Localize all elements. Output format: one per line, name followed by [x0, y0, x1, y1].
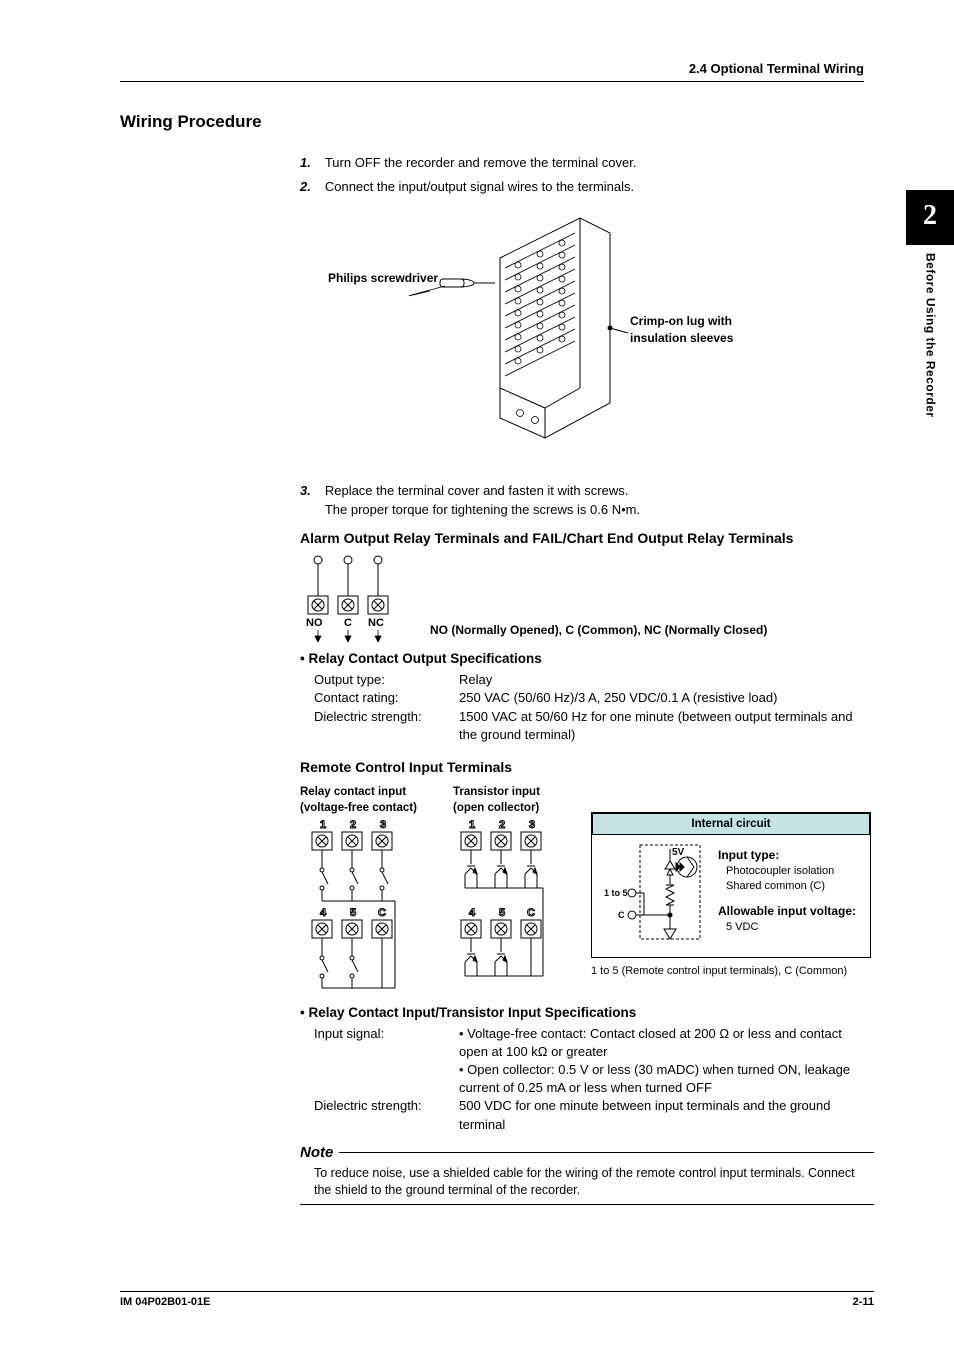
circuit-schematic: 5V 1 to 5: [602, 841, 710, 949]
step-3: 3. Replace the terminal cover and fasten…: [300, 482, 874, 518]
section-header: 2.4 Optional Terminal Wiring: [120, 60, 874, 82]
svg-text:3: 3: [529, 819, 535, 831]
remote-heading: Remote Control Input Terminals: [300, 758, 874, 778]
svg-text:2: 2: [350, 819, 356, 831]
relay-in-table: Input signal: • Voltage-free contact: Co…: [314, 1025, 874, 1134]
step-text: Turn OFF the recorder and remove the ter…: [325, 154, 637, 172]
transistor-column: Transistor input (open collector) 123: [453, 784, 573, 996]
step-1: 1. Turn OFF the recorder and remove the …: [300, 154, 874, 172]
svg-text:NO: NO: [306, 617, 323, 629]
svg-text:2: 2: [499, 819, 505, 831]
svg-text:4: 4: [320, 907, 327, 919]
svg-text:1: 1: [469, 819, 475, 831]
step-number: 2.: [300, 178, 311, 196]
svg-text:C: C: [527, 907, 535, 919]
step-2: 2. Connect the input/output signal wires…: [300, 178, 874, 196]
header-rule: [120, 81, 864, 82]
alarm-caption: NO (Normally Opened), C (Common), NC (No…: [430, 622, 767, 639]
step-text: Replace the terminal cover and fasten it…: [325, 482, 640, 518]
svg-text:1: 1: [320, 819, 326, 831]
step-number: 1.: [300, 154, 311, 172]
relay-out-table: Output type:Relay Contact rating:250 VAC…: [314, 671, 874, 744]
note-heading: Note: [300, 1142, 874, 1163]
svg-text:5: 5: [499, 907, 505, 919]
relay-contact-column: Relay contact input (voltage-free contac…: [300, 784, 435, 996]
note-body: To reduce noise, use a shielded cable fo…: [314, 1165, 874, 1200]
label-crimp: Crimp-on lug with insulation sleeves: [630, 313, 780, 347]
svg-text:NC: NC: [368, 617, 384, 629]
page-title: Wiring Procedure: [120, 110, 874, 134]
svg-text:5V: 5V: [672, 847, 685, 858]
svg-text:4: 4: [469, 907, 476, 919]
svg-text:1 to 5: 1 to 5: [604, 888, 628, 898]
svg-text:C: C: [344, 617, 352, 629]
alarm-terminal-diagram: NO C NC: [300, 554, 400, 644]
page-footer: IM 04P02B01-01E 2-11: [120, 1291, 874, 1310]
internal-circuit-box: Internal circuit 5V: [591, 812, 871, 958]
section-text: 2.4 Optional Terminal Wiring: [689, 61, 864, 76]
label-screwdriver: Philips screwdriver: [328, 270, 438, 287]
footer-right: 2-11: [853, 1295, 874, 1310]
relay-out-heading: Relay Contact Output Specifications: [300, 650, 874, 669]
chapter-label: Before Using the Recorder: [922, 253, 939, 418]
svg-text:3: 3: [380, 819, 386, 831]
svg-text:C: C: [378, 907, 386, 919]
footer-left: IM 04P02B01-01E: [120, 1295, 211, 1310]
remote-caption: 1 to 5 (Remote control input terminals),…: [591, 964, 871, 979]
svg-text:C: C: [618, 910, 625, 920]
alarm-heading: Alarm Output Relay Terminals and FAIL/Ch…: [300, 529, 874, 549]
chapter-tab: 2 Before Using the Recorder: [906, 190, 954, 418]
note-bottom-rule: [300, 1204, 874, 1205]
content: 1. Turn OFF the recorder and remove the …: [300, 154, 874, 1205]
terminal-diagram: Philips screwdriver Crimp-on lug with in…: [300, 208, 874, 468]
step-number: 3.: [300, 482, 311, 518]
svg-text:5: 5: [350, 907, 356, 919]
step-text: Connect the input/output signal wires to…: [325, 178, 634, 196]
relay-in-heading: Relay Contact Input/Transistor Input Spe…: [300, 1004, 874, 1023]
chapter-number: 2: [906, 190, 954, 245]
circuit-title: Internal circuit: [592, 813, 870, 835]
